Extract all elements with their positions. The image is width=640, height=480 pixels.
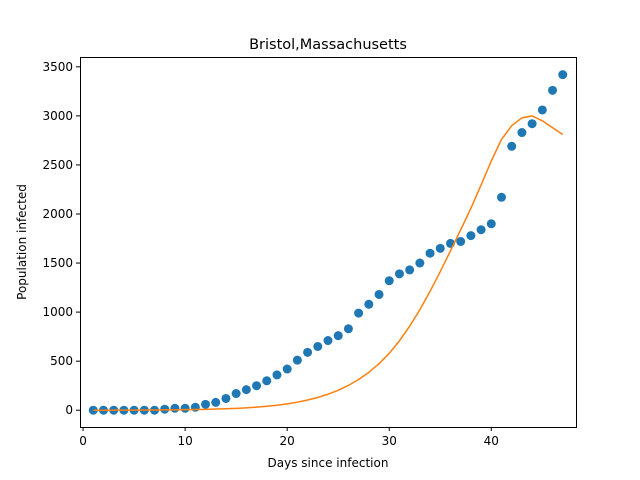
y-tick-label: 0 [65, 403, 73, 417]
data-point [456, 236, 466, 246]
data-point [252, 381, 262, 391]
data-point [364, 299, 374, 309]
data-point [170, 403, 180, 413]
data-point [374, 289, 384, 299]
data-point [537, 105, 547, 115]
data-point [476, 225, 486, 235]
y-tick-label: 1000 [42, 305, 73, 319]
x-axis: 0 10 20 30 40 [79, 427, 499, 448]
y-axis-label: Population infected [15, 184, 29, 300]
data-point [282, 364, 292, 374]
y-tick-label: 2000 [42, 207, 73, 221]
data-point [313, 341, 323, 351]
data-point [221, 393, 231, 403]
data-point [415, 258, 425, 268]
data-point [272, 370, 282, 380]
y-tick-label: 3500 [42, 60, 73, 74]
plot-frame [80, 57, 577, 428]
data-point [180, 403, 190, 413]
y-tick-label: 500 [50, 354, 73, 368]
x-axis-label: Days since infection [268, 456, 389, 470]
y-tick-label: 1500 [42, 256, 73, 270]
x-tick-label: 40 [484, 434, 499, 448]
data-point [405, 265, 415, 275]
x-tick-label: 0 [79, 434, 87, 448]
data-point [190, 402, 200, 412]
data-point [241, 385, 251, 395]
data-point [323, 336, 333, 346]
fit-line [93, 115, 564, 411]
data-point [303, 347, 313, 357]
data-point [507, 141, 517, 151]
data-point [548, 85, 558, 95]
data-point [466, 231, 476, 241]
y-tick-label: 2500 [42, 158, 73, 172]
data-point [343, 324, 353, 334]
data-point [558, 70, 568, 80]
data-point [517, 128, 527, 138]
chart-title: Bristol,Massachusetts [249, 37, 407, 53]
data-point [231, 389, 241, 399]
data-point [497, 192, 506, 202]
x-tick-label: 10 [177, 434, 192, 448]
data-point [435, 243, 445, 253]
data-point [354, 308, 364, 318]
data-point [384, 276, 394, 286]
data-point [262, 376, 272, 386]
y-axis: 0 500 1000 1500 2000 2500 3000 3500 [42, 60, 80, 417]
data-point [394, 269, 404, 279]
data-point [292, 355, 302, 365]
data-point [486, 219, 496, 229]
data-point [201, 399, 211, 409]
x-tick-label: 20 [280, 434, 295, 448]
plot-area [88, 70, 568, 415]
x-tick-label: 30 [382, 434, 397, 448]
data-point [527, 119, 537, 129]
data-point [425, 248, 435, 258]
y-tick-label: 3000 [42, 109, 73, 123]
data-point [211, 397, 221, 407]
data-point [333, 331, 343, 341]
